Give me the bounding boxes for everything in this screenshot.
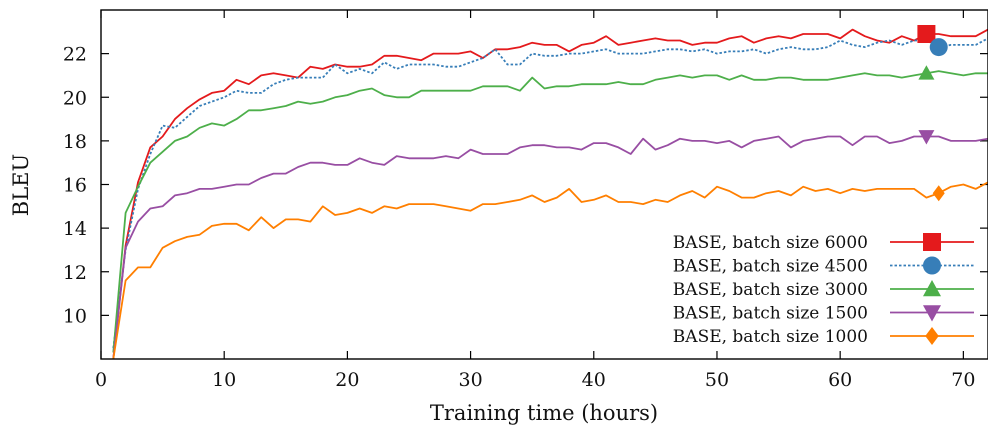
series-end-marker-4: [918, 130, 935, 145]
x-tick-label: 50: [705, 369, 729, 391]
y-tick-label: 14: [63, 218, 87, 240]
x-tick-label: 10: [212, 369, 236, 391]
series-line-3: [112, 70, 988, 353]
series-end-marker-3: [918, 65, 935, 80]
legend-label-5: BASE, batch size 1000: [673, 327, 868, 347]
series-line-5: [112, 181, 988, 359]
legend-label-4: BASE, batch size 1500: [673, 304, 868, 324]
y-tick-label: 16: [63, 175, 87, 197]
legend-marker-5: [925, 327, 939, 345]
x-tick-label: 60: [828, 369, 852, 391]
x-tick-label: 20: [335, 369, 359, 391]
x-tick-label: 30: [458, 369, 482, 391]
legend-label-2: BASE, batch size 4500: [673, 257, 868, 277]
x-tick-label: 40: [582, 369, 606, 391]
x-tick-label: 70: [951, 369, 975, 391]
series-end-marker-2: [929, 38, 948, 57]
legend-label-1: BASE, batch size 6000: [673, 233, 868, 253]
y-tick-label: 22: [63, 44, 87, 66]
legend-marker-2: [923, 256, 941, 275]
series-end-marker-1: [917, 24, 936, 43]
series-end-marker-5: [932, 185, 945, 202]
series-line-2: [112, 37, 988, 349]
y-tick-label: 20: [63, 87, 87, 109]
plot-area-frame: [100, 9, 988, 360]
y-tick-label: 12: [63, 262, 87, 284]
x-axis-title: Training time (hours): [430, 401, 658, 425]
x-tick-label: 0: [95, 369, 107, 391]
legend-marker-3: [923, 280, 941, 297]
legend-marker-1: [923, 233, 941, 251]
legend: BASE, batch size 6000 BASE, batch size 45…: [673, 233, 974, 347]
legend-marker-4: [923, 305, 941, 322]
series-line-1: [112, 28, 988, 359]
series-line-4: [112, 135, 988, 359]
y-axis-title: BLEU: [9, 154, 33, 216]
y-tick-label: 18: [63, 131, 87, 153]
legend-label-3: BASE, batch size 3000: [673, 280, 868, 300]
y-tick-label: 10: [63, 305, 87, 327]
